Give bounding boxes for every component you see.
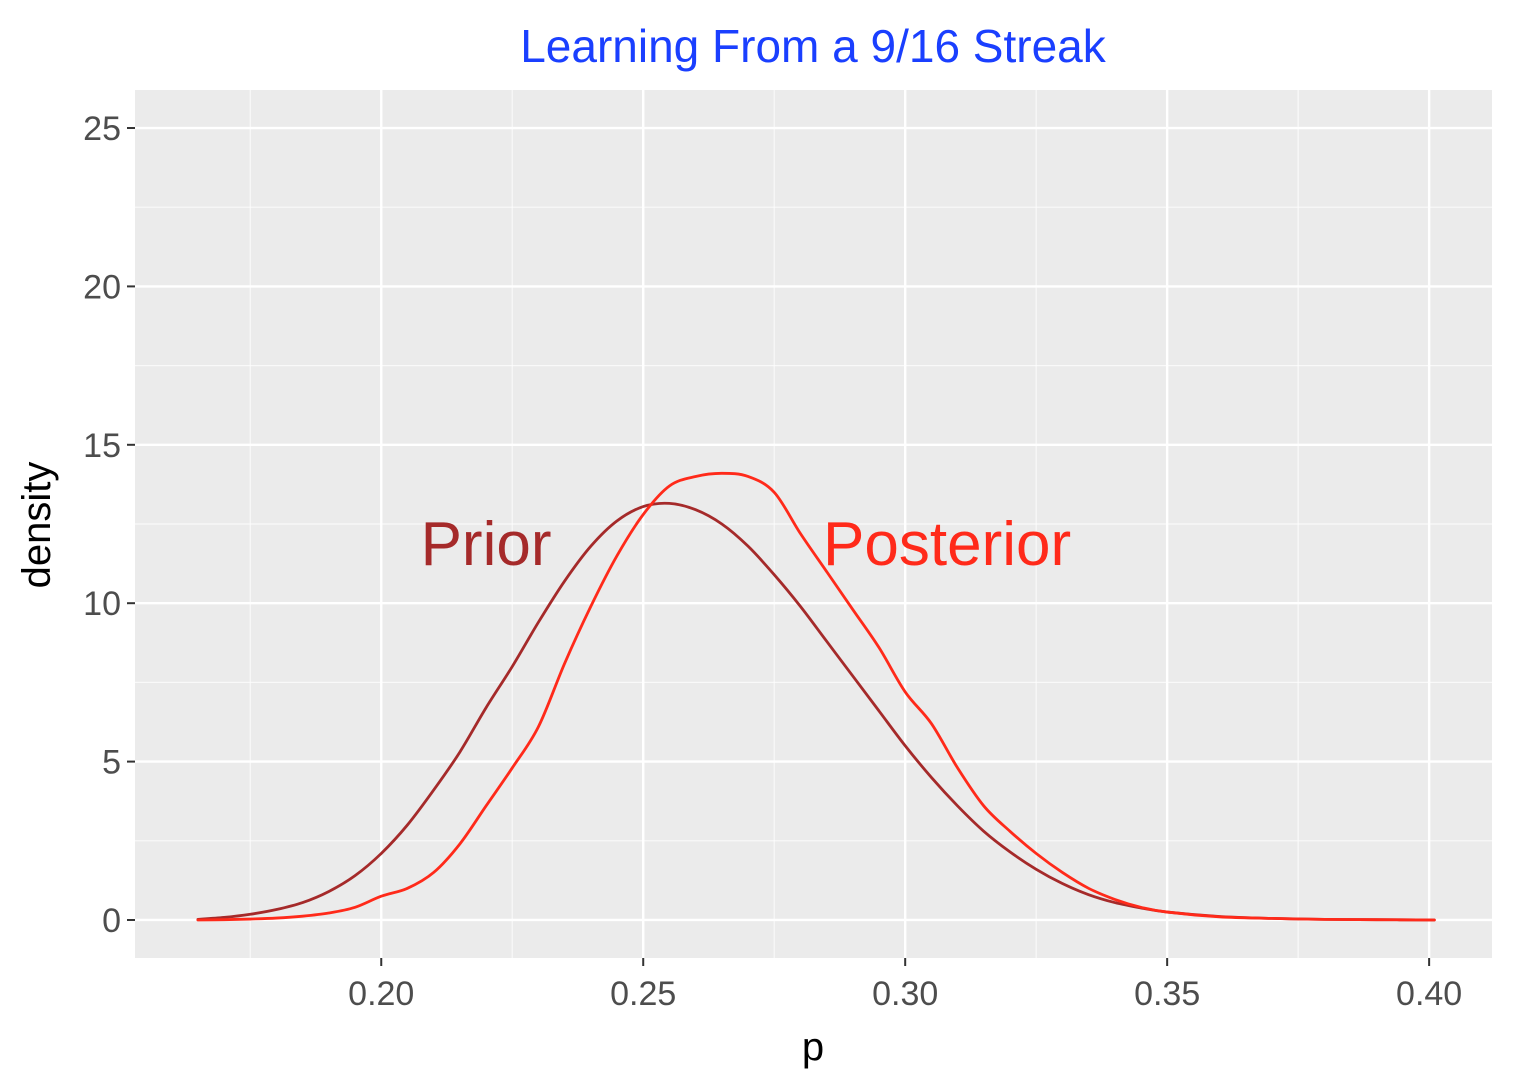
y-tick-label: 20: [83, 268, 121, 306]
x-axis-label: p: [802, 1025, 824, 1069]
y-axis-label: density: [15, 462, 59, 589]
y-axis-ticks: 0 5 10 15 20 25: [83, 110, 135, 940]
x-tick-label: 0.30: [872, 975, 938, 1013]
x-axis-ticks: 0.20 0.25 0.30 0.35 0.40: [348, 958, 1462, 1013]
y-tick-label: 15: [83, 427, 121, 465]
posterior-density-curve: [196, 471, 1436, 922]
chart-title: Learning From a 9/16 Streak: [520, 20, 1107, 72]
x-tick-label: 0.20: [348, 975, 414, 1013]
x-tick-label: 0.25: [610, 975, 676, 1013]
minor-gridlines: [135, 90, 1492, 958]
x-tick-label: 0.35: [1134, 975, 1200, 1013]
y-tick-label: 25: [83, 110, 121, 148]
posterior-annotation: Posterior: [823, 510, 1071, 579]
y-tick-label: 5: [102, 744, 121, 782]
prior-density-curve: [196, 501, 1436, 922]
y-tick-label: 10: [83, 585, 121, 623]
x-tick-label: 0.40: [1396, 975, 1462, 1013]
major-gridlines: [135, 90, 1492, 958]
y-tick-label: 0: [102, 902, 121, 940]
density-curves: [196, 471, 1436, 922]
prior-annotation: Prior: [421, 510, 552, 579]
curve-annotations: Prior Posterior: [421, 510, 1072, 579]
